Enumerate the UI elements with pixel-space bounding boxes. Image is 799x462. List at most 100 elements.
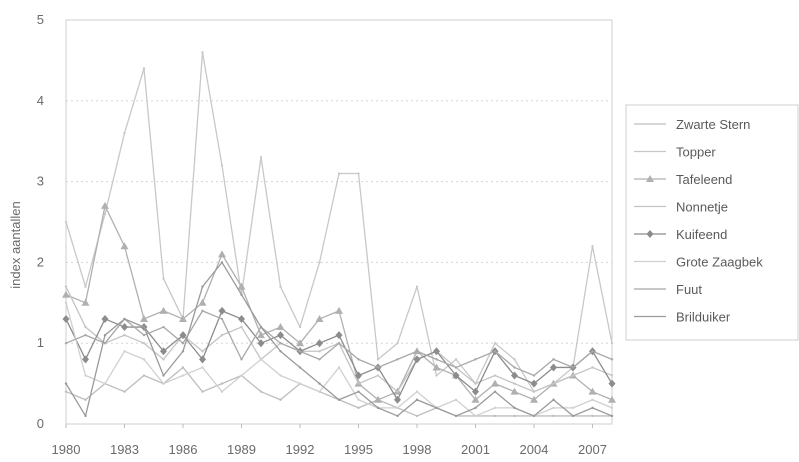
data-point — [394, 395, 401, 404]
data-point — [571, 406, 575, 410]
data-point — [218, 306, 226, 315]
data-point — [552, 398, 555, 401]
data-point — [181, 350, 185, 353]
data-point — [550, 363, 557, 372]
legend-item: Tafeleend — [634, 172, 732, 187]
series-lines — [62, 51, 616, 418]
data-point — [318, 350, 321, 353]
data-point — [335, 306, 343, 314]
series-tafeleend — [62, 201, 616, 403]
data-point — [62, 314, 70, 323]
data-point — [162, 382, 165, 385]
data-point — [142, 358, 146, 361]
data-point — [610, 358, 614, 361]
data-point — [298, 325, 302, 329]
data-point — [123, 333, 126, 337]
data-point — [376, 366, 380, 369]
y-axis-label: index aantallen — [8, 201, 23, 288]
data-point — [316, 339, 323, 348]
data-point — [433, 347, 440, 356]
data-point — [298, 366, 302, 369]
legend-marker — [646, 230, 654, 238]
x-tick-label: 1995 — [344, 442, 373, 457]
data-point — [84, 325, 87, 329]
data-point — [530, 395, 538, 403]
data-point — [471, 395, 480, 403]
data-point — [238, 314, 245, 323]
data-point — [493, 350, 497, 353]
data-point — [511, 371, 518, 380]
data-point — [220, 333, 224, 337]
x-tick-label: 2001 — [461, 442, 490, 457]
x-tick-label: 2007 — [578, 442, 607, 457]
data-point — [162, 277, 165, 280]
data-point — [201, 366, 204, 369]
data-point — [142, 374, 146, 377]
data-point — [396, 342, 399, 345]
data-point — [493, 414, 497, 418]
data-point — [513, 406, 516, 410]
legend-label: Nonnetje — [676, 200, 728, 215]
data-point — [121, 323, 128, 332]
data-point — [571, 374, 575, 377]
data-point — [142, 325, 146, 329]
y-tick-label: 5 — [37, 12, 44, 27]
data-point — [513, 358, 516, 361]
data-point — [82, 355, 89, 364]
data-point — [357, 398, 360, 401]
data-point — [454, 398, 458, 401]
y-tick-label: 1 — [37, 335, 44, 350]
data-point — [513, 382, 516, 385]
data-point — [552, 382, 555, 385]
data-point — [591, 406, 594, 410]
x-tick-label: 1986 — [169, 442, 198, 457]
data-point — [318, 390, 321, 393]
data-point — [279, 285, 282, 288]
y-tick-label: 2 — [37, 254, 44, 269]
data-point — [591, 366, 594, 369]
data-point — [84, 398, 87, 401]
data-point — [296, 339, 304, 347]
data-point — [120, 242, 129, 250]
data-point — [259, 156, 263, 159]
data-point — [493, 342, 497, 345]
data-point — [472, 387, 479, 396]
data-point — [218, 250, 226, 258]
data-point — [123, 390, 126, 393]
data-point — [337, 398, 341, 401]
data-point — [240, 293, 243, 296]
data-point — [84, 333, 87, 337]
data-point — [237, 282, 246, 290]
data-point — [357, 406, 360, 410]
data-point — [201, 390, 204, 393]
data-point — [240, 325, 243, 329]
data-point — [201, 350, 204, 353]
data-point — [608, 395, 616, 403]
x-tick-label: 1998 — [403, 442, 432, 457]
y-axis-ticks: 0 1 2 3 4 5 — [37, 12, 44, 431]
legend-label: Tafeleend — [676, 172, 732, 187]
data-point — [298, 350, 302, 353]
data-point — [140, 314, 148, 322]
x-tick-label: 2004 — [520, 442, 549, 457]
series-brilduiker — [64, 261, 614, 418]
data-point — [64, 390, 68, 393]
data-point — [199, 355, 206, 364]
x-tick-label: 1983 — [110, 442, 139, 457]
series-kuifeend — [62, 306, 616, 404]
legend-label: Topper — [676, 145, 716, 160]
data-point — [376, 406, 380, 410]
data-point — [101, 314, 109, 323]
grid-lines — [66, 19, 612, 344]
data-point — [591, 245, 594, 248]
data-point — [552, 414, 555, 418]
legend-label: Zwarte Stern — [676, 117, 750, 132]
data-point — [84, 285, 87, 288]
data-point — [435, 358, 438, 361]
data-point — [179, 331, 187, 340]
series-line — [65, 261, 613, 417]
data-point — [220, 164, 224, 167]
data-point — [474, 414, 477, 418]
data-point — [201, 51, 204, 54]
